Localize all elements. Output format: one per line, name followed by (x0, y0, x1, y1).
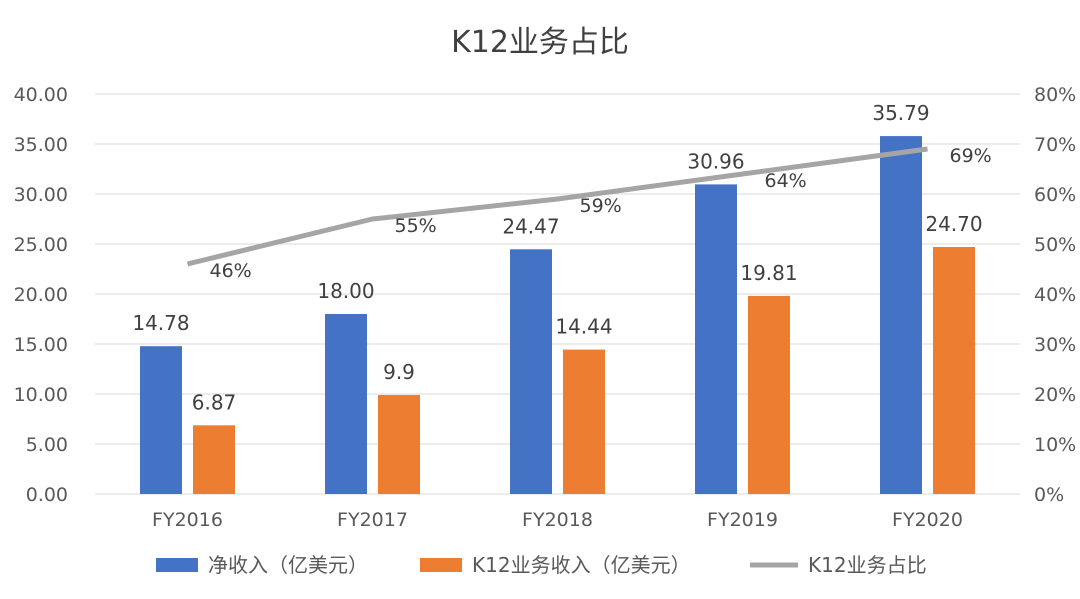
y-right-tick-label: 60% (1034, 184, 1076, 206)
y-right-tick-label: 80% (1034, 84, 1076, 106)
bar-k12-revenue (193, 425, 235, 494)
bar-data-label: 24.47 (502, 214, 559, 238)
y-right-tick-label: 0% (1034, 484, 1064, 506)
bar-k12-revenue (378, 395, 420, 494)
x-tick-label: FY2017 (337, 509, 408, 531)
bar-net-revenue (510, 249, 552, 494)
line-data-label: 46% (210, 260, 252, 282)
bar-data-label: 30.96 (687, 149, 744, 173)
line-series (187, 149, 927, 264)
bar-k12-revenue (563, 350, 605, 494)
x-tick-label: FY2018 (522, 509, 593, 531)
legend-label: 净收入（亿美元） (208, 553, 368, 577)
y-right-tick-label: 10% (1034, 434, 1076, 456)
bar-data-label: 35.79 (872, 101, 929, 125)
bar-k12-revenue (933, 247, 975, 494)
legend-item-k12-share: K12业务占比 (750, 553, 927, 577)
bar-net-revenue (880, 136, 922, 494)
line-data-label: 64% (765, 170, 807, 192)
legend-swatch (420, 558, 462, 572)
line-data-label: 69% (950, 145, 992, 167)
x-tick-label: FY2019 (707, 509, 778, 531)
legend-label: K12业务收入（亿美元） (472, 553, 691, 577)
bar-data-label: 9.9 (383, 360, 415, 384)
y-right-tick-label: 50% (1034, 234, 1076, 256)
y-left-tick-label: 10.00 (14, 384, 68, 406)
bar-data-label: 18.00 (317, 279, 374, 303)
bar-net-revenue (140, 346, 182, 494)
x-axis: FY2016 FY2017 FY2018 FY2019 FY2020 (152, 509, 963, 531)
legend-item-net-revenue: 净收入（亿美元） (156, 553, 368, 577)
legend: 净收入（亿美元） K12业务收入（亿美元） K12业务占比 (156, 553, 927, 577)
y-axis-left: 0.00 5.00 10.00 15.00 20.00 25.00 30.00 35.00 40… (14, 84, 68, 506)
y-right-tick-label: 40% (1034, 284, 1076, 306)
x-tick-label: FY2016 (152, 509, 223, 531)
y-left-tick-label: 5.00 (26, 434, 68, 456)
line-data-label: 55% (395, 215, 437, 237)
y-left-tick-label: 35.00 (14, 134, 68, 156)
chart-title: K12业务占比 (451, 25, 629, 60)
y-left-tick-label: 25.00 (14, 234, 68, 256)
data-labels: 14.78 18.00 24.47 30.96 35.79 6.87 9.9 14.44 19.… (132, 101, 991, 414)
line-data-label: 59% (580, 195, 622, 217)
y-right-tick-label: 70% (1034, 134, 1076, 156)
y-left-tick-label: 15.00 (14, 334, 68, 356)
bar-k12-revenue (748, 296, 790, 494)
bar-net-revenue (695, 184, 737, 494)
bar-data-label: 14.44 (555, 315, 612, 339)
line-k12-share (188, 149, 928, 264)
y-right-tick-label: 30% (1034, 334, 1076, 356)
y-left-tick-label: 30.00 (14, 184, 68, 206)
y-left-tick-label: 0.00 (26, 484, 68, 506)
legend-label: K12业务占比 (808, 553, 927, 577)
bar-data-label: 14.78 (132, 311, 189, 335)
y-right-tick-label: 20% (1034, 384, 1076, 406)
legend-item-k12-revenue: K12业务收入（亿美元） (420, 553, 691, 577)
y-left-tick-label: 40.00 (14, 84, 68, 106)
bar-net-revenue (325, 314, 367, 494)
x-tick-label: FY2020 (892, 509, 963, 531)
bar-data-label: 6.87 (192, 390, 237, 414)
y-left-tick-label: 20.00 (14, 284, 68, 306)
y-axis-right: 0% 10% 20% 30% 40% 50% 60% 70% 80% (1034, 84, 1076, 506)
bar-data-label: 19.81 (740, 261, 797, 285)
legend-swatch (156, 558, 198, 572)
bar-data-label: 24.70 (925, 212, 982, 236)
